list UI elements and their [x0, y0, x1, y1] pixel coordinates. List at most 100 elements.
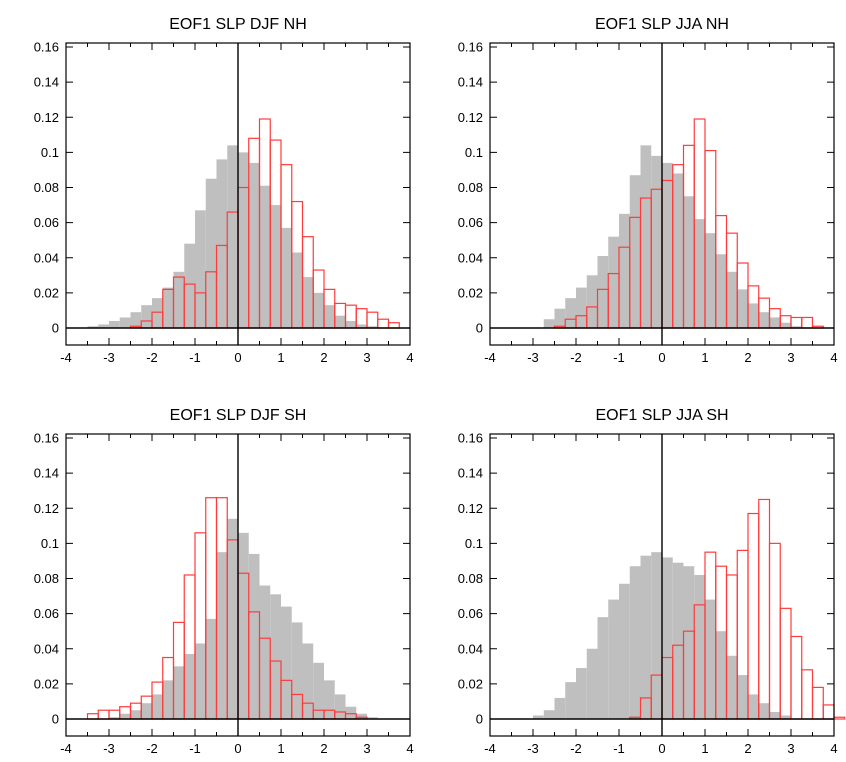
- bar: [216, 159, 228, 328]
- bar: [683, 196, 695, 328]
- bar: [270, 594, 281, 719]
- bar: [281, 227, 292, 328]
- bar: [87, 326, 99, 328]
- bar: [629, 175, 641, 328]
- x-tick-label: -3: [527, 350, 539, 365]
- series-filled-gray: [109, 518, 378, 719]
- bar: [651, 552, 662, 719]
- bar: [98, 324, 109, 328]
- x-tick-label: 4: [830, 350, 837, 365]
- x-tick-label: 4: [406, 350, 413, 365]
- bar: [238, 532, 249, 719]
- bar: [651, 155, 662, 328]
- bar: [109, 320, 120, 328]
- bar: [811, 686, 824, 720]
- bar: [543, 319, 555, 328]
- y-tick-label: 0.06: [34, 606, 59, 621]
- bar: [769, 317, 781, 328]
- x-tick-label: -1: [613, 350, 625, 365]
- x-tick-label: -2: [146, 741, 158, 756]
- bar: [216, 552, 228, 719]
- y-tick-label: 0.1: [41, 145, 59, 160]
- bar: [619, 583, 630, 719]
- y-tick-label: 0.08: [34, 180, 59, 195]
- y-tick-label: 0.1: [465, 145, 483, 160]
- bar: [141, 305, 152, 328]
- bar: [597, 255, 609, 328]
- x-tick-label: 3: [787, 350, 794, 365]
- bar: [356, 713, 367, 719]
- bar: [791, 326, 802, 328]
- bar: [173, 271, 185, 328]
- y-tick-label: 0.02: [458, 676, 483, 691]
- x-tick-label: 1: [701, 350, 708, 365]
- bar: [662, 557, 673, 719]
- bar: [576, 287, 587, 328]
- x-tick-label: 2: [744, 741, 751, 756]
- x-tick-label: -3: [103, 350, 115, 365]
- x-tick-label: 1: [701, 741, 708, 756]
- y-tick-label: 0.04: [34, 250, 59, 265]
- bar: [758, 312, 770, 328]
- bar: [205, 618, 217, 719]
- bar: [790, 635, 803, 720]
- bar: [608, 236, 619, 328]
- bar: [629, 566, 641, 719]
- y-tick-label: 0.12: [34, 501, 59, 516]
- bar: [683, 566, 695, 719]
- y-tick-label: 0: [52, 321, 59, 336]
- bar: [586, 275, 598, 328]
- chart-title: EOF1 SLP JJA SH: [595, 407, 728, 424]
- bar: [726, 655, 738, 719]
- y-tick-label: 0.04: [458, 641, 483, 656]
- y-tick-label: 0.08: [458, 571, 483, 586]
- y-tick-label: 0.14: [458, 75, 483, 90]
- bar: [141, 703, 152, 719]
- bar: [780, 322, 791, 328]
- bar: [313, 292, 324, 328]
- bar: [248, 162, 260, 328]
- bar: [130, 710, 142, 719]
- bar: [130, 312, 142, 328]
- bar: [259, 585, 271, 719]
- x-tick-label: 0: [234, 350, 241, 365]
- y-tick-label: 0.06: [34, 215, 59, 230]
- bar: [662, 162, 673, 328]
- bar: [768, 542, 781, 720]
- bar: [302, 643, 314, 719]
- bar: [737, 675, 748, 719]
- x-tick-label: 0: [658, 741, 665, 756]
- bar: [554, 308, 566, 328]
- x-tick-label: 2: [744, 350, 751, 365]
- bar: [162, 680, 174, 719]
- chart-title: EOF1 SLP JJA NH: [595, 16, 729, 33]
- x-tick-label: -3: [103, 741, 115, 756]
- bar: [324, 305, 335, 328]
- x-tick-label: 1: [277, 741, 284, 756]
- y-tick-label: 0: [476, 712, 483, 727]
- bar: [822, 704, 835, 720]
- bar: [302, 277, 314, 328]
- bar: [119, 317, 131, 328]
- y-tick-label: 0.14: [34, 75, 59, 90]
- bar: [367, 326, 378, 328]
- bar: [367, 717, 378, 719]
- bar: [173, 666, 185, 719]
- x-tick-label: -1: [189, 350, 201, 365]
- bar: [195, 210, 206, 328]
- bar: [705, 233, 716, 328]
- bar: [672, 173, 684, 328]
- y-tick-label: 0.02: [34, 676, 59, 691]
- x-tick-label: 3: [787, 741, 794, 756]
- y-tick-label: 0.1: [41, 536, 59, 551]
- bar: [619, 213, 630, 328]
- bar: [543, 710, 555, 719]
- y-tick-label: 0.14: [34, 466, 59, 481]
- x-tick-label: 3: [363, 350, 370, 365]
- bar: [576, 668, 587, 719]
- y-tick-label: 0.12: [458, 110, 483, 125]
- y-tick-label: 0: [476, 321, 483, 336]
- bar: [345, 706, 357, 719]
- bar: [715, 254, 727, 328]
